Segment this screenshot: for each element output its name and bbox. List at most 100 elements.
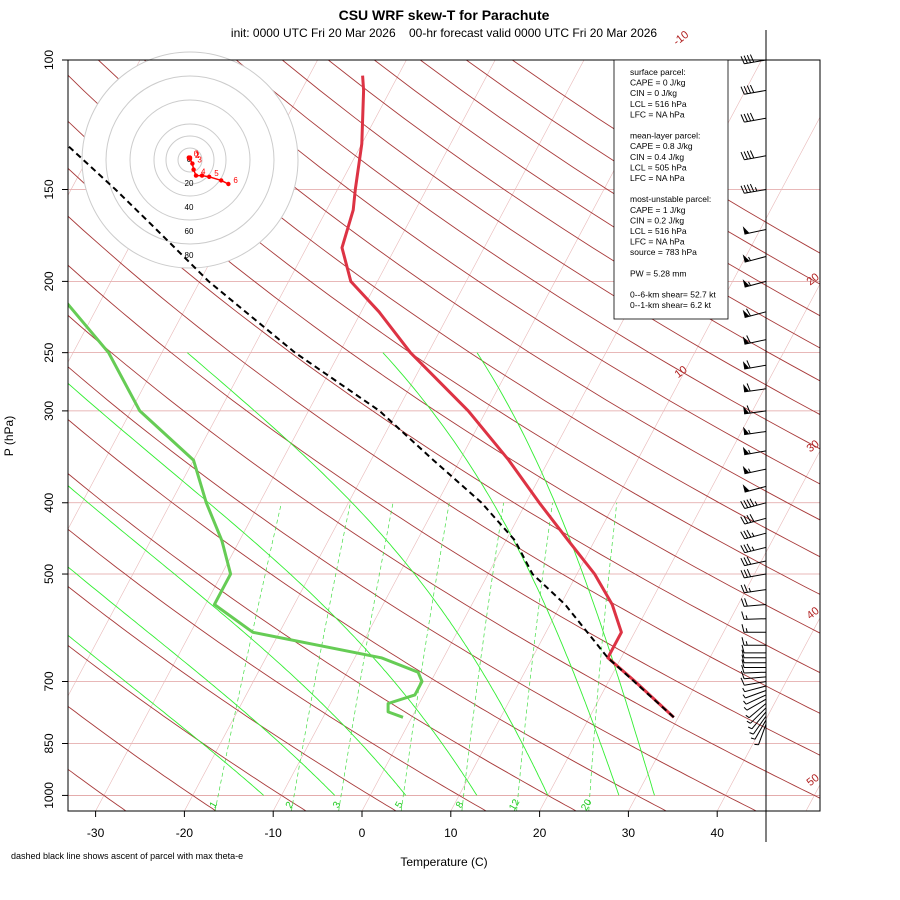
wind-barb-half-flag	[748, 449, 751, 454]
wind-barb	[742, 335, 767, 345]
wind-barb	[741, 644, 766, 654]
wind-barb	[742, 254, 767, 263]
isotherm-line	[539, 283, 820, 811]
wind-barb	[740, 677, 767, 686]
x-tick-label: 40	[711, 826, 725, 840]
wind-barb	[741, 649, 766, 659]
wind-barb	[740, 183, 767, 194]
moist-adiabat	[68, 566, 336, 796]
y-axis-label: P (hPa)	[2, 416, 16, 456]
wind-barb	[743, 405, 767, 415]
wind-barb	[740, 556, 767, 567]
moist-adiabat	[187, 352, 549, 796]
info-box-line: CIN = 0.2 J/kg	[630, 215, 684, 225]
wind-barb-pennant	[742, 484, 750, 493]
info-box-line: PW = 5.28 mm	[630, 268, 686, 278]
isotherm-line	[716, 617, 820, 811]
wind-barb-shaft	[744, 589, 767, 594]
hodograph-ring-label: 20	[185, 179, 194, 188]
wind-barb-half-flag	[745, 714, 750, 719]
wind-barb-half-flag	[749, 732, 754, 735]
wind-barb-pennant	[743, 426, 750, 435]
info-box-line: LCL = 516 hPa	[630, 226, 687, 236]
wind-barb-pennant	[742, 336, 750, 345]
wind-barb-flag	[741, 624, 745, 633]
y-tick-label: 400	[42, 492, 56, 512]
wind-barb-flag	[743, 544, 749, 553]
wind-barb-half-flag	[748, 587, 752, 592]
x-tick-label: -30	[87, 826, 105, 840]
wind-barb-half-flag	[747, 726, 753, 730]
wind-barb-flag	[746, 543, 752, 552]
hodograph-point	[219, 178, 224, 183]
wind-barb-pennant	[742, 465, 750, 474]
wind-barb-flag	[746, 308, 751, 317]
hodograph-point-label: 3	[197, 156, 202, 165]
moist-adiabat	[382, 352, 620, 796]
wind-barb-half-flag	[754, 501, 758, 506]
wind-barb-flag	[746, 184, 752, 193]
wind-barb-shaft	[746, 698, 767, 711]
wind-barb-flag	[740, 500, 746, 509]
wind-barb-flag	[743, 569, 748, 578]
wind-barb	[741, 664, 767, 674]
mixing-ratio-label: 8	[454, 800, 467, 811]
wind-barb-half-flag	[745, 615, 748, 620]
hodograph-point-label: 2	[195, 151, 200, 160]
wind-barb-half-flag	[742, 687, 746, 692]
dry-adiabat	[68, 528, 487, 811]
wind-barb-shaft	[751, 711, 767, 730]
wind-barb-shaft	[744, 189, 767, 194]
wind-barb	[742, 279, 767, 288]
chart-title: CSU WRF skew-T for Parachute	[339, 7, 550, 23]
dry-adiabat	[68, 74, 820, 595]
wind-barb-shaft	[744, 410, 767, 415]
wind-barb-shaft	[744, 364, 767, 370]
temperature-profile	[340, 75, 675, 719]
dry-adiabat	[68, 167, 820, 674]
wind-barb-flag	[749, 150, 755, 159]
info-box-line: LCL = 516 hPa	[630, 99, 687, 109]
wind-barb-shaft	[744, 517, 767, 525]
x-tick-label: 0	[359, 826, 366, 840]
mixing-ratio-line	[214, 502, 282, 811]
wind-barb-flag	[740, 151, 745, 160]
wind-barb	[750, 719, 767, 740]
info-box-line: 0--1-km shear= 6.2 kt	[630, 300, 712, 310]
wind-barb-flag	[746, 556, 752, 565]
wind-barb-flag	[746, 54, 752, 63]
isotherm-line	[184, 60, 585, 811]
wind-barb-flag	[746, 405, 751, 414]
wind-barb-flag	[743, 557, 749, 566]
wind-barb-flag	[743, 184, 748, 194]
hodograph-point	[187, 156, 193, 161]
plot-frame	[67, 59, 821, 812]
wind-barb	[746, 707, 767, 724]
wind-barb-flag	[746, 360, 751, 369]
info-box-frame	[613, 59, 729, 320]
wind-barb-flag	[740, 545, 746, 553]
wind-barb-half-flag	[748, 429, 751, 434]
info-box-line: CIN = 0.4 J/kg	[630, 152, 684, 162]
hodograph-point	[199, 173, 205, 178]
x-axis-label: Temperature (C)	[400, 855, 487, 869]
wind-barb-flag	[746, 514, 752, 523]
wind-barb-shaft	[744, 560, 767, 567]
mixing-ratio-line	[400, 502, 450, 811]
wind-barb-pennant	[742, 309, 750, 318]
wind-barb-half-flag	[746, 720, 751, 724]
wind-barb	[741, 624, 766, 633]
wind-barb-flag	[743, 515, 749, 524]
wind-barb-half-flag	[751, 532, 755, 537]
info-box-line: mean-layer parcel:	[630, 131, 700, 141]
mixing-ratio-line	[516, 502, 553, 811]
wind-barb	[741, 659, 766, 668]
isotherm-line	[95, 60, 496, 811]
mixing-ratio-line	[291, 502, 351, 811]
wind-barb	[742, 690, 767, 699]
wind-barb-flag	[740, 56, 745, 65]
info-box-line: LFC = NA hPa	[630, 173, 685, 183]
info-box-line: LCL = 505 hPa	[630, 162, 687, 172]
